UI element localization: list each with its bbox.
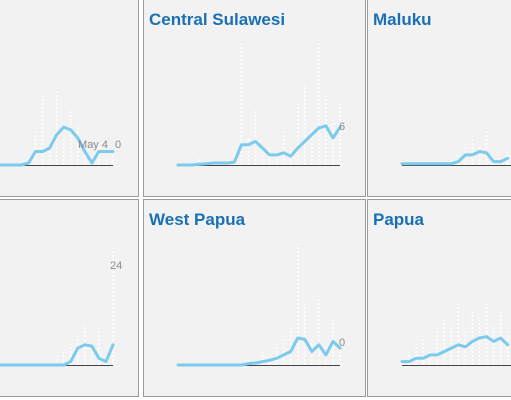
panel-background bbox=[0, 0, 139, 197]
annotation: 0 bbox=[115, 139, 121, 151]
average-line bbox=[400, 150, 510, 166]
average-line bbox=[176, 124, 342, 167]
annotation: 6 bbox=[339, 121, 345, 133]
panel-title: Maluku bbox=[373, 10, 432, 29]
average-line bbox=[0, 343, 115, 367]
annotation: May 4 bbox=[78, 139, 108, 151]
average-line bbox=[0, 125, 115, 167]
panel: oMay 40 bbox=[0, 0, 139, 197]
panel-title: Central Sulawesi bbox=[149, 10, 285, 29]
panel-background bbox=[143, 0, 366, 197]
panel: Central Sulawesi 6 bbox=[143, 0, 366, 197]
panel-background bbox=[143, 199, 366, 397]
panel-background bbox=[0, 199, 139, 397]
annotation: 0 bbox=[339, 337, 345, 349]
panel: West Papua 0 bbox=[143, 199, 366, 397]
average-line bbox=[400, 335, 510, 364]
average-line bbox=[176, 336, 342, 367]
panel: Papua bbox=[367, 199, 511, 397]
panel-title: West Papua bbox=[149, 210, 246, 229]
panel-background bbox=[367, 0, 511, 197]
panel: Maluku bbox=[367, 0, 511, 197]
panel-title: Papua bbox=[373, 210, 425, 229]
annotation: 24 bbox=[110, 260, 122, 272]
panel-background bbox=[367, 199, 511, 397]
